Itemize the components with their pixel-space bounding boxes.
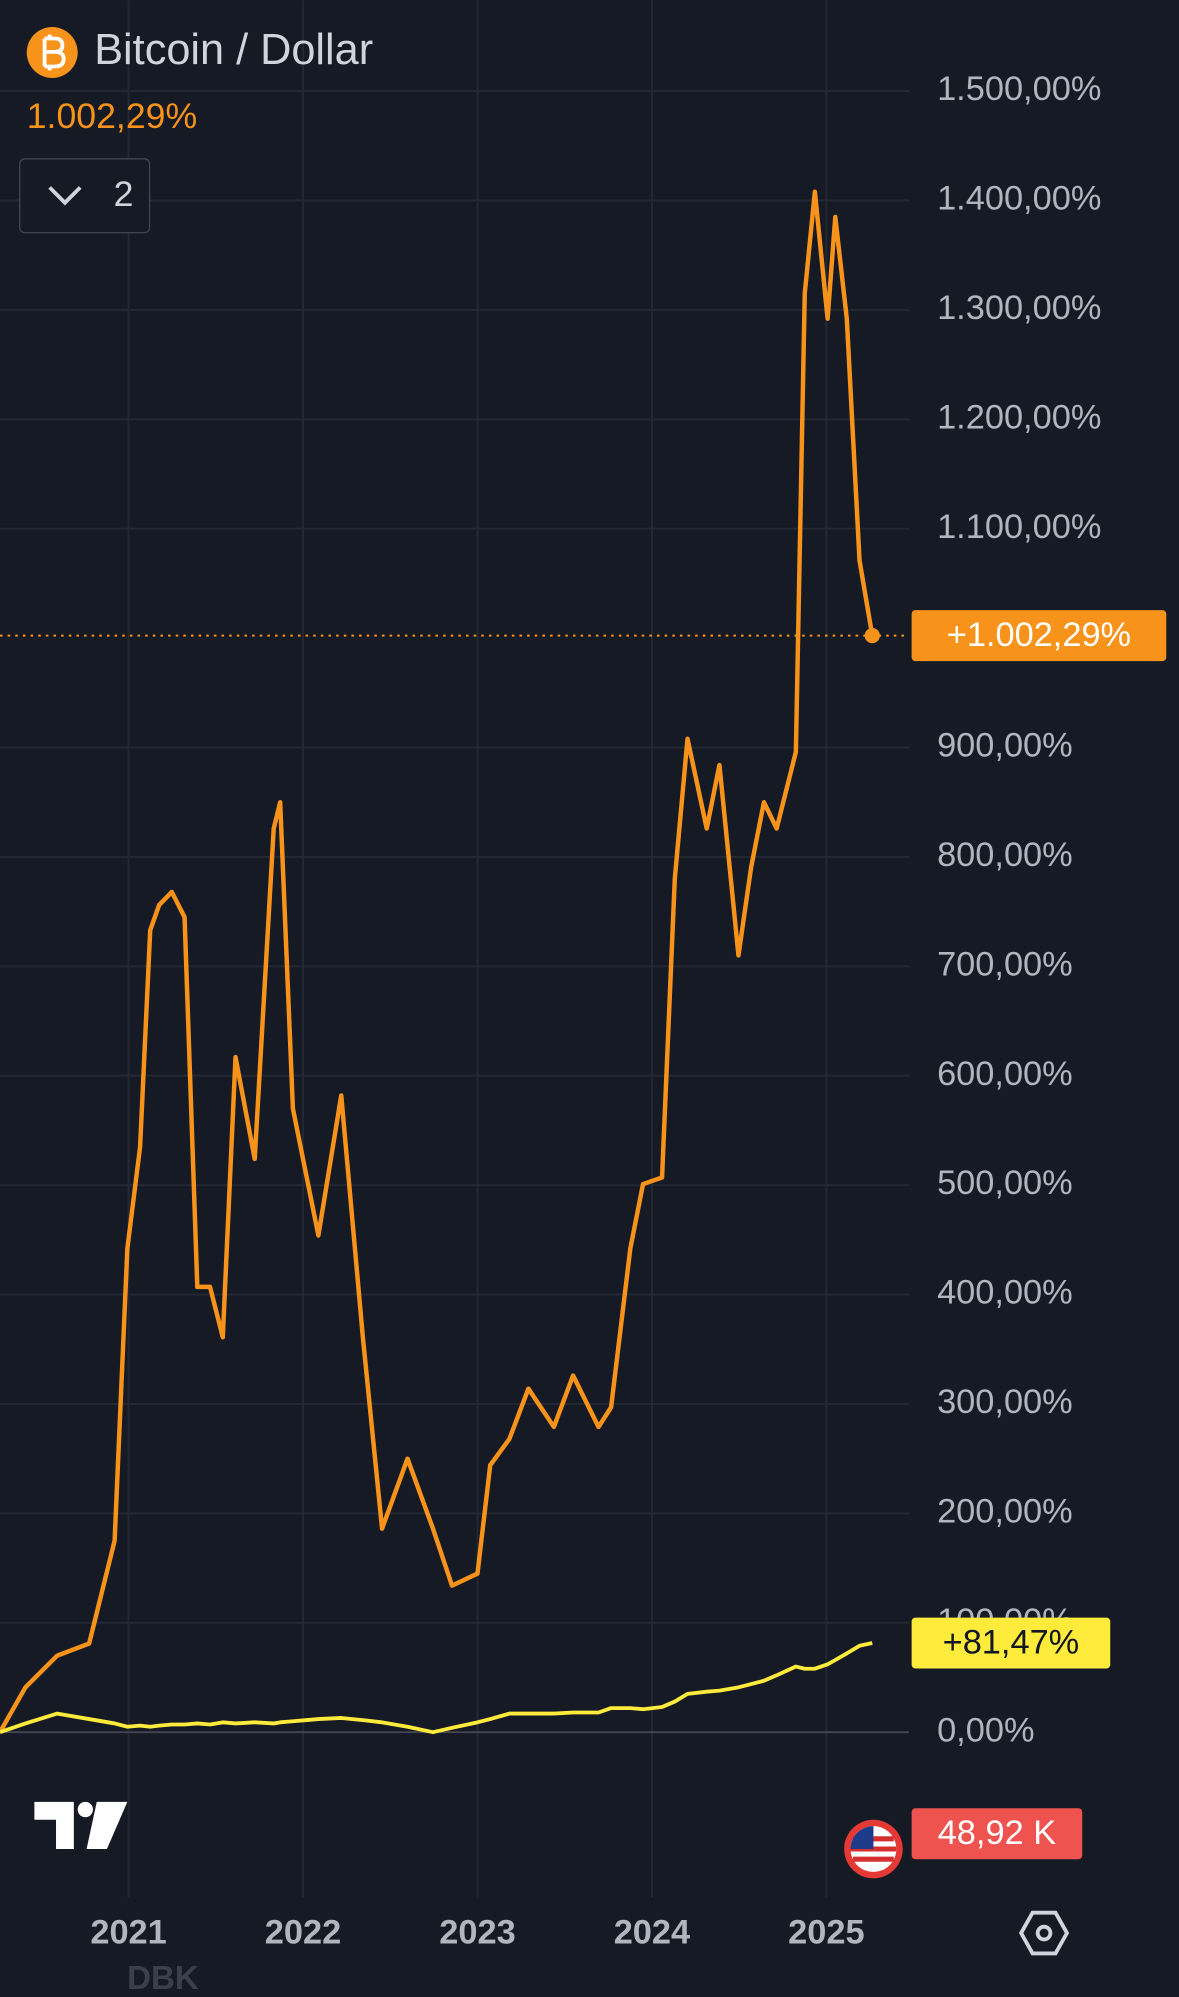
x-tick-label: 2023 [439,1913,515,1951]
chart-title: Bitcoin / Dollar [94,26,373,74]
y-tick-label: 600,00% [937,1055,1073,1093]
y-tick-label: 1.100,00% [937,508,1101,546]
volume-badge [911,1808,1083,1860]
last-point [864,627,880,644]
tv-logo [34,1801,128,1850]
plot [0,189,910,1735]
value-label: +81,47% [943,1623,1080,1661]
logo-part [77,1801,93,1818]
series-line [0,1641,873,1735]
legend-count[interactable]: 2 [114,174,134,214]
settings-dot[interactable] [1035,1924,1053,1942]
watermark: DBK [127,1960,199,1997]
settings-button[interactable] [1018,1910,1070,1956]
logo-part [86,1801,128,1850]
flag-canton[interactable] [850,1826,874,1850]
x-tick-label: 2021 [90,1913,166,1951]
chart-subtitle: 1.002,29% [27,96,197,136]
y-tick-label: 1.300,00% [937,289,1101,327]
legend-box[interactable] [19,158,151,234]
volume-label: 48,92 K [938,1814,1057,1852]
x-tick-label: 2025 [788,1913,864,1951]
y-tick-label: 1.400,00% [937,180,1101,218]
y-tick-label: 900,00% [937,727,1073,765]
y-tick-label: 200,00% [937,1492,1073,1530]
x-tick-label: 2022 [265,1913,341,1951]
badges: +1.002,29% +81,47% 48,92 K [911,610,1167,1860]
flag-icon[interactable] [844,1819,903,1879]
y-tick-label: 800,00% [937,836,1073,874]
logo-part [34,1801,74,1850]
y-tick-label: 1.200,00% [937,398,1101,436]
value-badge [911,1617,1111,1669]
y-tick-label: 1.500,00% [937,70,1101,108]
y-tick-label: 400,00% [937,1274,1073,1312]
x-tick-label: 2024 [614,1913,690,1951]
value-label: +1.002,29% [947,616,1131,654]
y-tick-label: 500,00% [937,1164,1073,1202]
series-line [0,189,875,1734]
chevron[interactable] [48,186,82,206]
legend-toggle[interactable]: 2 [19,158,151,234]
y-tick-label: 700,00% [937,945,1073,983]
settings-hex[interactable] [1018,1910,1070,1956]
y-tick-label: 300,00% [937,1383,1073,1421]
coin-symbol [42,34,66,71]
value-badge [911,610,1167,662]
y-tick-label: 0,00% [937,1711,1034,1749]
